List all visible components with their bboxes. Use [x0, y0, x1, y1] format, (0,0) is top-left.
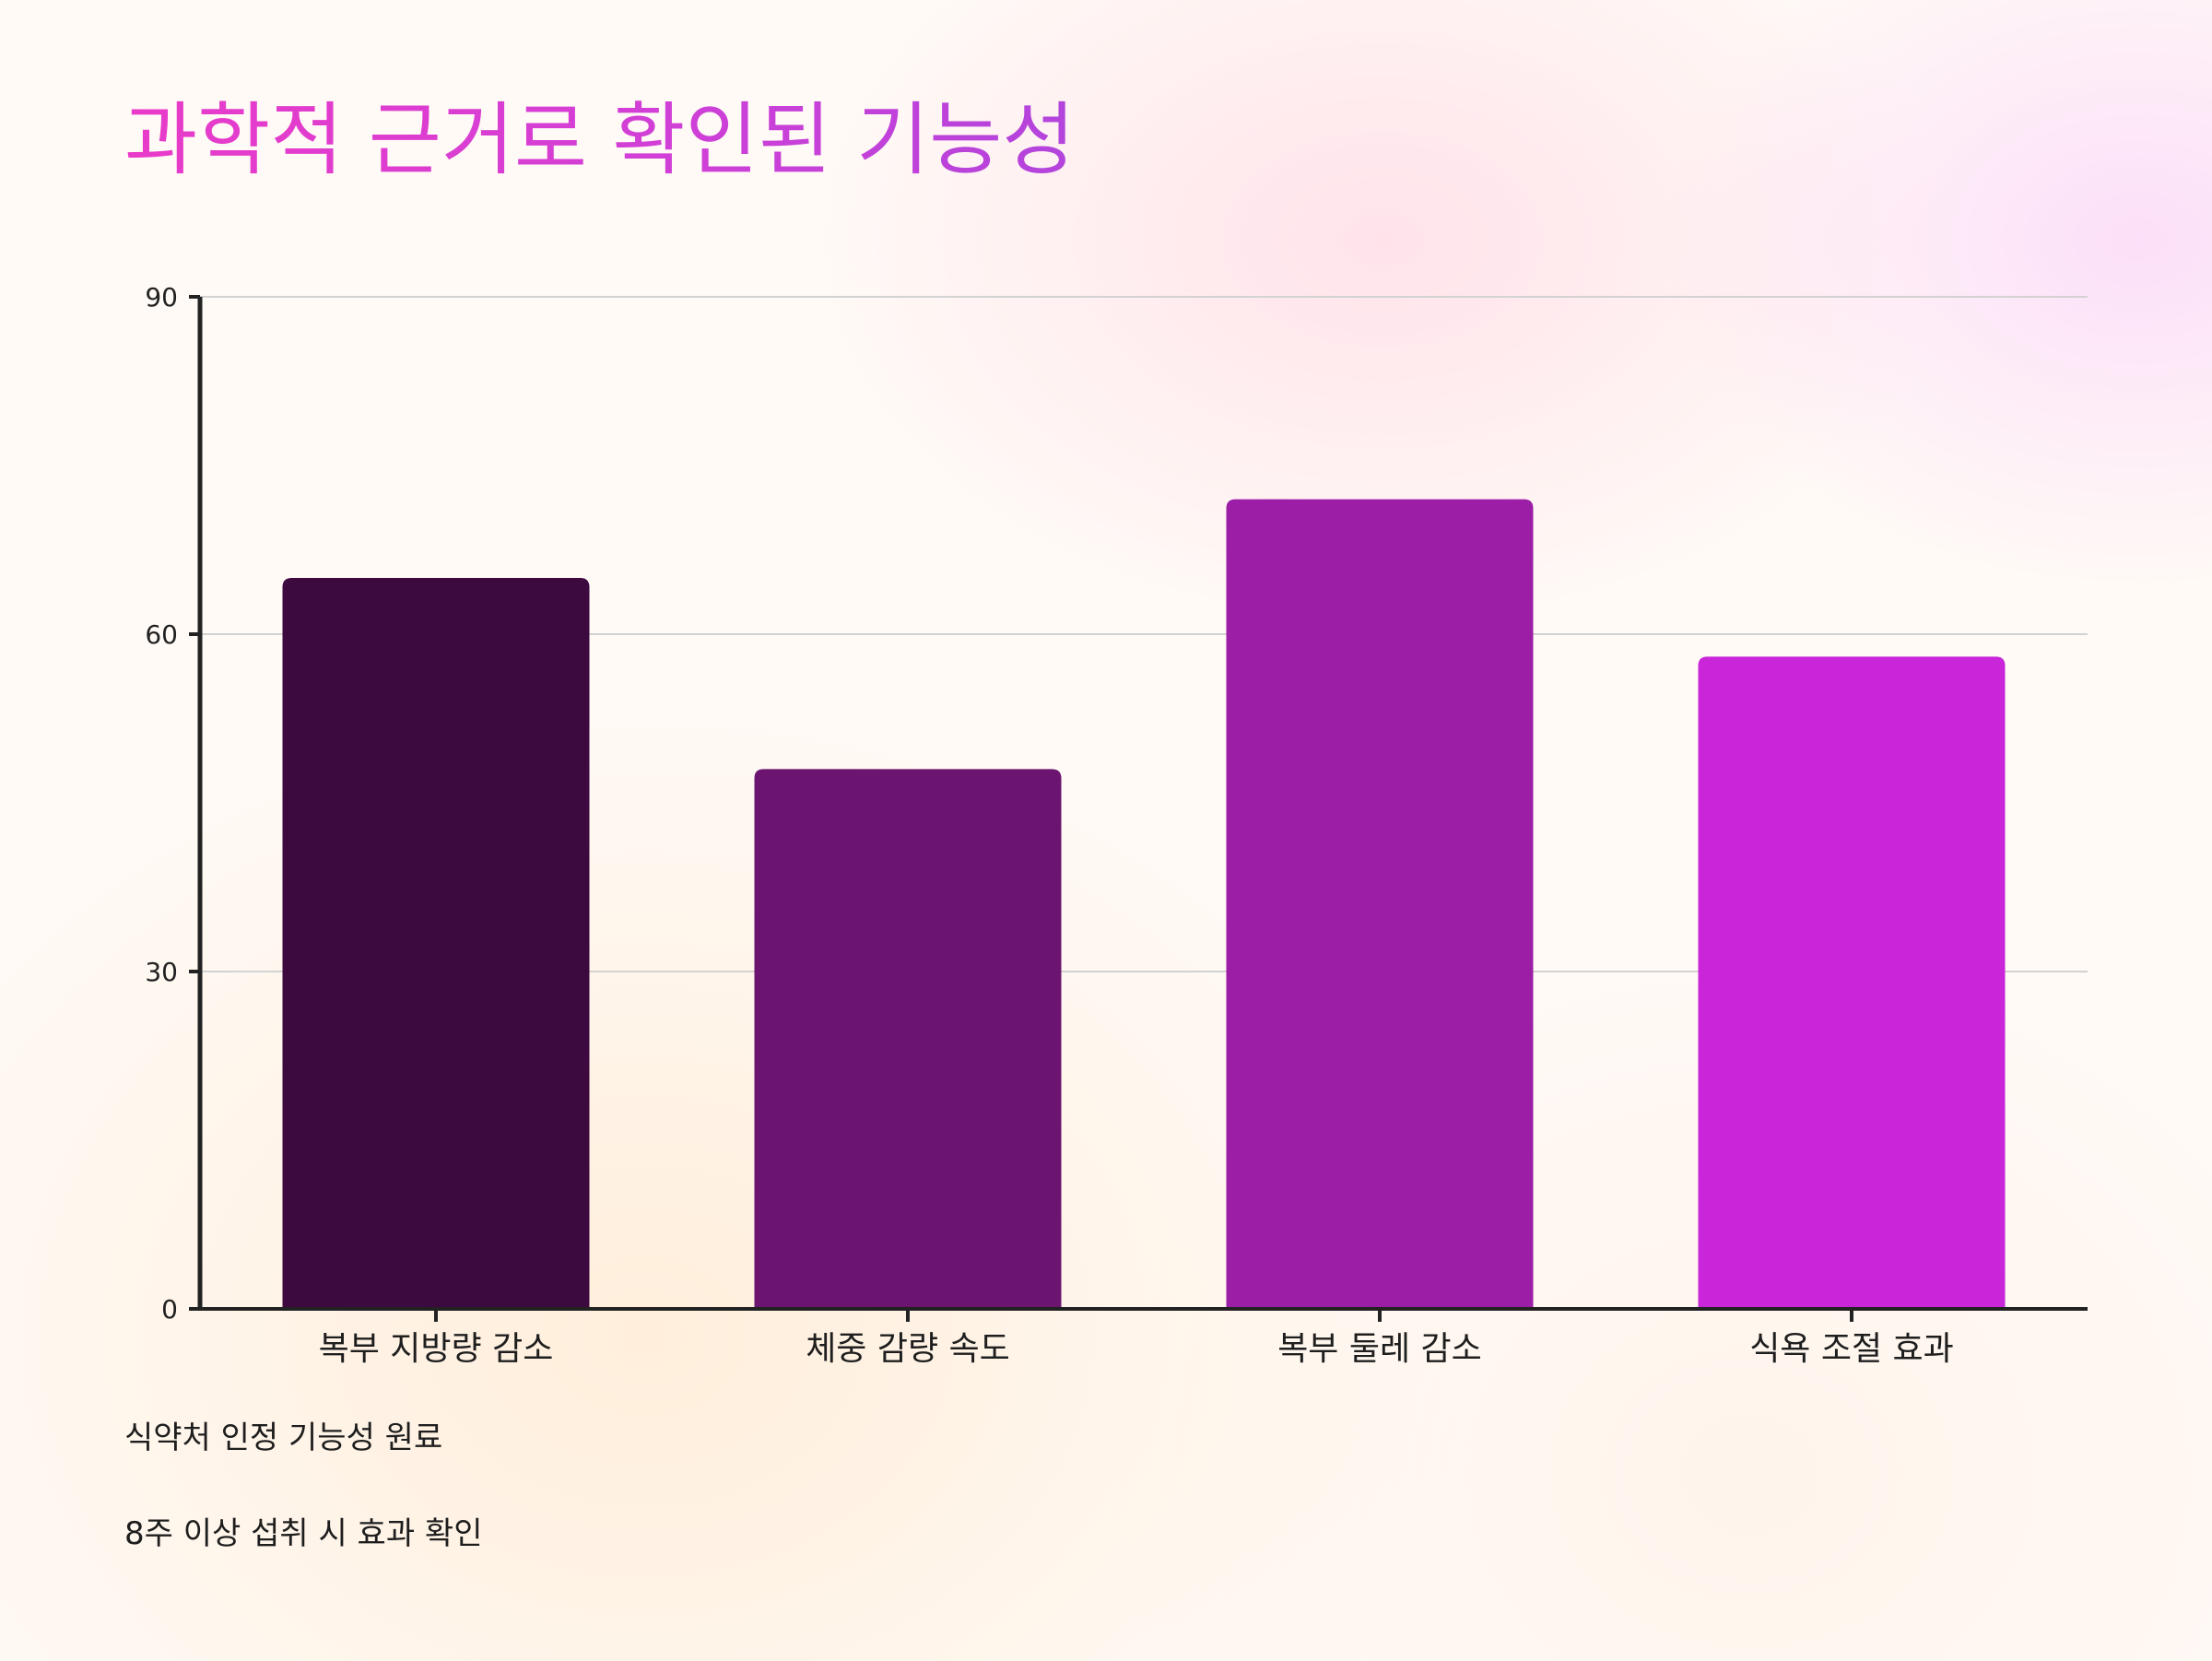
note-certified-ingredient: 식약처 인정 기능성 원료 [124, 1420, 443, 1456]
chart-title: 과학적 근거로 확인된 기능성 [124, 85, 1075, 195]
y-tick-label-0: 0 [161, 1294, 178, 1325]
bar-4 [1698, 656, 2006, 1309]
bars [282, 499, 2006, 1309]
axis-labels: 0 30 60 90 복부 지방량 감소 체중 감량 속도 복부 둘레 감소 식욕 조절 효과 [145, 282, 1953, 1368]
x-tick-label-4: 식욕 조절 효과 [1749, 1330, 1954, 1368]
note-intake-period: 8주 이상 섭취 시 효과 확인 [124, 1515, 483, 1552]
bar-1 [282, 578, 590, 1309]
x-tick-label-1: 복부 지방량 감소 [319, 1330, 554, 1368]
bar-2 [754, 769, 1062, 1309]
bar-3 [1226, 499, 1534, 1309]
y-tick-label-90: 90 [145, 282, 178, 312]
x-tick-label-3: 복부 둘레 감소 [1277, 1330, 1482, 1368]
x-tick-label-2: 체중 감량 속도 [806, 1330, 1010, 1368]
y-tick-label-30: 30 [145, 957, 178, 987]
y-tick-label-60: 60 [145, 619, 178, 650]
axes [189, 295, 2088, 1322]
